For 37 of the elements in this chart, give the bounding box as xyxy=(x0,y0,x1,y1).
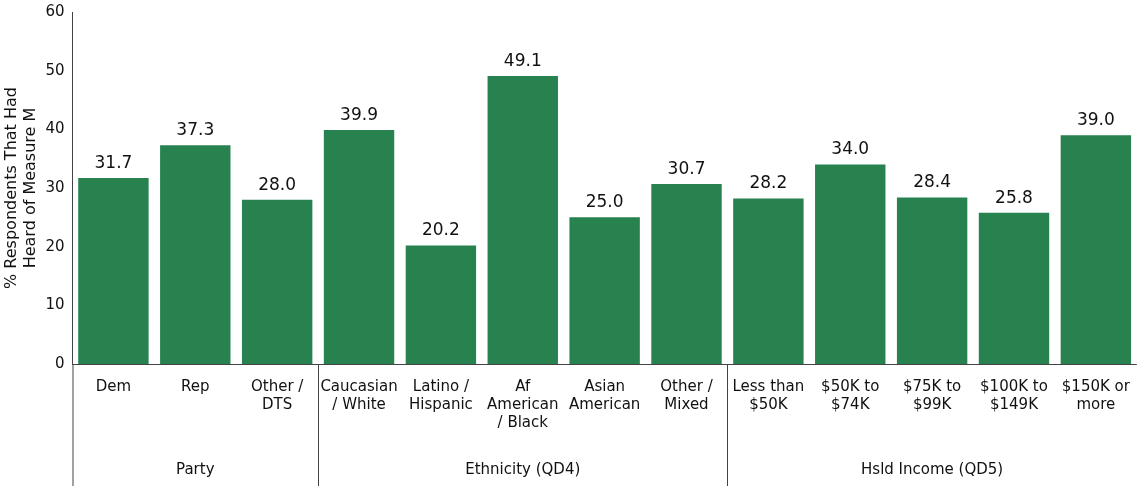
y-tick-label: 40 xyxy=(45,119,65,138)
text: Party xyxy=(176,460,215,478)
x-tick-label: Asian American xyxy=(568,376,641,413)
data-label: 39.9 xyxy=(340,103,378,124)
data-label: 31.7 xyxy=(94,151,133,172)
x-tick-label: Less than $50K xyxy=(732,376,805,413)
y-tick-label: 50 xyxy=(45,60,65,79)
text: Hsld Income (QD5) xyxy=(861,460,1004,478)
data-label: 25.0 xyxy=(585,191,624,212)
data-label: 37.3 xyxy=(176,119,215,140)
data-label: 28.0 xyxy=(258,173,297,194)
y-tick-label: 0 xyxy=(54,353,65,372)
data-label: 25.8 xyxy=(995,186,1033,207)
data-label: 28.4 xyxy=(913,171,952,192)
x-tick-label: $150K or more xyxy=(1061,376,1131,413)
x-tick-label: Caucasian / White xyxy=(320,376,398,413)
y-axis-title: % Respondents That Had Heard of Measure M xyxy=(0,87,39,289)
y-tick-label: 30 xyxy=(45,177,65,196)
x-tick-label: Other / DTS xyxy=(250,376,305,413)
x-tick-label: $75K to $99K xyxy=(902,376,962,413)
data-label: 30.7 xyxy=(667,157,706,178)
y-tick-label: 20 xyxy=(45,236,65,255)
x-tick-label: Other / Mixed xyxy=(660,376,714,413)
x-tick-label: Latino / Hispanic xyxy=(408,376,473,413)
data-label: 39.0 xyxy=(1076,109,1115,130)
x-tick-label: $100K to $149K xyxy=(980,376,1048,413)
data-label: 34.0 xyxy=(831,138,870,159)
x-tick-label: Af American / Black xyxy=(487,376,559,431)
x-tick-label: Dem xyxy=(95,376,132,395)
y-tick-label: 60 xyxy=(45,1,65,20)
data-label: 49.1 xyxy=(503,49,542,70)
text: Ethnicity (QD4) xyxy=(465,460,581,478)
x-tick-label: $50K to $74K xyxy=(821,376,880,413)
x-tick-label: Rep xyxy=(181,376,210,395)
data-label: 20.2 xyxy=(421,219,460,240)
y-tick-label: 10 xyxy=(45,295,65,314)
data-label: 28.2 xyxy=(749,172,788,193)
